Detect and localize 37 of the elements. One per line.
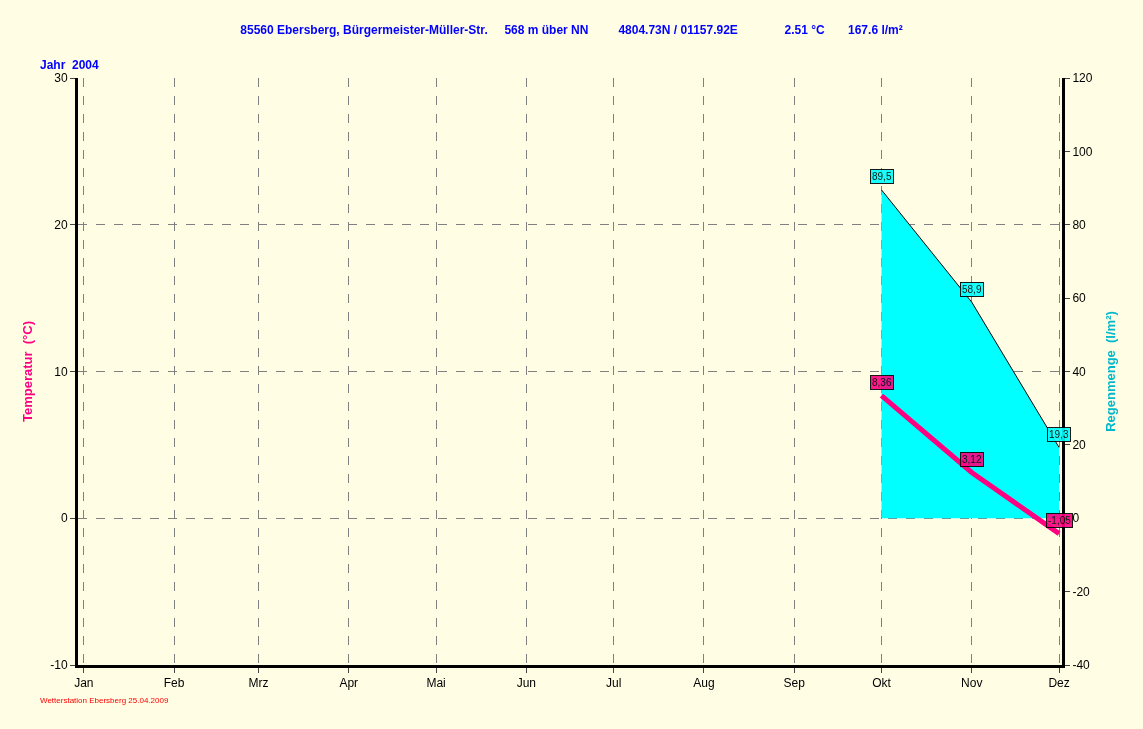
chart-subtitle: Jahr 2004 <box>40 58 100 72</box>
data-label: -1,05 <box>1048 515 1072 526</box>
x-tick-label: Mrz <box>248 676 269 691</box>
y2-tick-label: -40 <box>1072 658 1091 673</box>
x-tick-label: Jul <box>606 676 622 691</box>
y2-tick-label: 100 <box>1072 144 1093 159</box>
x-tick-label: Sep <box>783 676 806 691</box>
y-tick-label: -10 <box>50 658 68 673</box>
x-tick-label: Aug <box>693 676 715 691</box>
x-tick-label: Jan <box>74 676 94 691</box>
y2-tick-label: 120 <box>1072 71 1093 86</box>
y-tick-label: 30 <box>54 71 68 86</box>
y2-tick-label: 20 <box>1072 438 1087 453</box>
x-tick-label: Dez <box>1048 676 1070 691</box>
data-label: 89,5 <box>872 171 892 182</box>
y2-tick-label: 40 <box>1072 364 1087 379</box>
y2-tick-label: 60 <box>1072 291 1087 306</box>
y-tick-label: 0 <box>60 511 68 526</box>
x-tick-label: Feb <box>163 676 185 691</box>
y2-tick-label: 80 <box>1072 217 1087 232</box>
y2-axis-title: Regenmenge (l/m²) <box>1103 311 1119 432</box>
x-tick-label: Mai <box>426 676 446 691</box>
y2-tick-label: -20 <box>1072 584 1091 599</box>
y-tick-label: 20 <box>54 217 68 232</box>
text: Wetterstation Ebersberg 25.04.2009 <box>40 696 169 705</box>
y-tick-label: 10 <box>54 364 68 379</box>
y2-tick-label: 0 <box>1072 511 1080 526</box>
data-label: 19,3 <box>1049 429 1069 440</box>
x-tick-label: Apr <box>339 676 359 691</box>
data-label: 3,12 <box>962 454 982 465</box>
x-tick-label: Jun <box>516 676 537 691</box>
x-tick-label: Nov <box>961 676 983 691</box>
x-tick-label: Okt <box>872 676 892 691</box>
data-label: 8,36 <box>872 377 892 388</box>
chart-title: 85560 Ebersberg, Bürgermeister-Müller-Str. 568 m über NN 4804.73N / 01157.92E 2.51 °C 167.6 l/m² <box>240 22 903 37</box>
y-axis-title: Temperatur (°C) <box>20 320 36 423</box>
data-label: 58,9 <box>962 284 982 295</box>
